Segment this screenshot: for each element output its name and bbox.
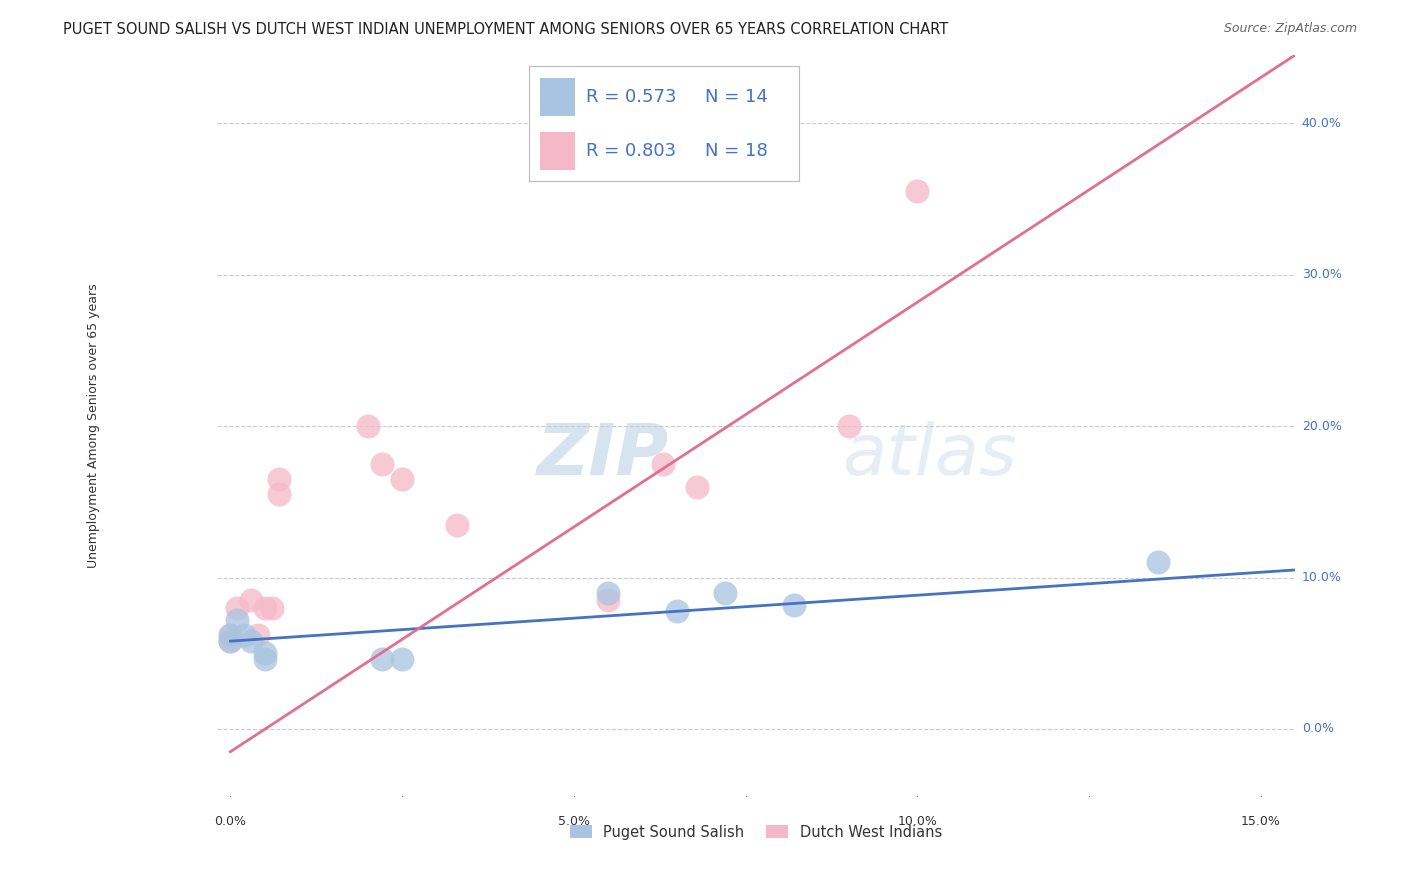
Point [598, 585, 620, 599]
Legend: Puget Sound Salish, Dutch West Indians: Puget Sound Salish, Dutch West Indians [564, 819, 948, 846]
Text: 30.0%: 30.0% [1302, 268, 1341, 281]
Text: 0.0%: 0.0% [215, 815, 246, 829]
Point [652, 457, 675, 471]
Point [267, 472, 290, 486]
Point [598, 593, 620, 607]
Text: PUGET SOUND SALISH VS DUTCH WEST INDIAN UNEMPLOYMENT AMONG SENIORS OVER 65 YEARS: PUGET SOUND SALISH VS DUTCH WEST INDIAN … [63, 22, 949, 37]
Point [226, 613, 249, 627]
Text: 0.0%: 0.0% [1302, 723, 1334, 736]
Text: 20.0%: 20.0% [1302, 419, 1341, 433]
Text: Unemployment Among Seniors over 65 years: Unemployment Among Seniors over 65 years [87, 284, 100, 568]
Point [782, 598, 804, 612]
Point [357, 419, 380, 434]
Text: 40.0%: 40.0% [1302, 117, 1341, 129]
Point [219, 634, 242, 648]
Point [391, 472, 413, 486]
Point [240, 593, 263, 607]
Point [246, 628, 269, 642]
Point [219, 628, 242, 642]
Text: 15.0%: 15.0% [1240, 815, 1281, 829]
Point [226, 600, 249, 615]
Point [370, 457, 392, 471]
Text: Source: ZipAtlas.com: Source: ZipAtlas.com [1223, 22, 1357, 36]
Point [253, 652, 276, 666]
Point [260, 600, 283, 615]
Text: ZIP: ZIP [537, 421, 669, 491]
Point [686, 480, 709, 494]
Text: atlas: atlas [842, 421, 1017, 491]
Point [267, 487, 290, 501]
Point [714, 585, 737, 599]
Point [391, 652, 413, 666]
Point [219, 628, 242, 642]
Point [219, 634, 242, 648]
Point [838, 419, 860, 434]
Point [905, 185, 928, 199]
Point [446, 517, 468, 532]
Text: 10.0%: 10.0% [1302, 571, 1341, 584]
Point [370, 652, 392, 666]
Point [233, 628, 256, 642]
Point [253, 600, 276, 615]
Point [240, 634, 263, 648]
Point [665, 604, 688, 618]
Text: 5.0%: 5.0% [558, 815, 591, 829]
Text: 10.0%: 10.0% [897, 815, 938, 829]
Point [253, 646, 276, 660]
Point [1146, 555, 1168, 569]
